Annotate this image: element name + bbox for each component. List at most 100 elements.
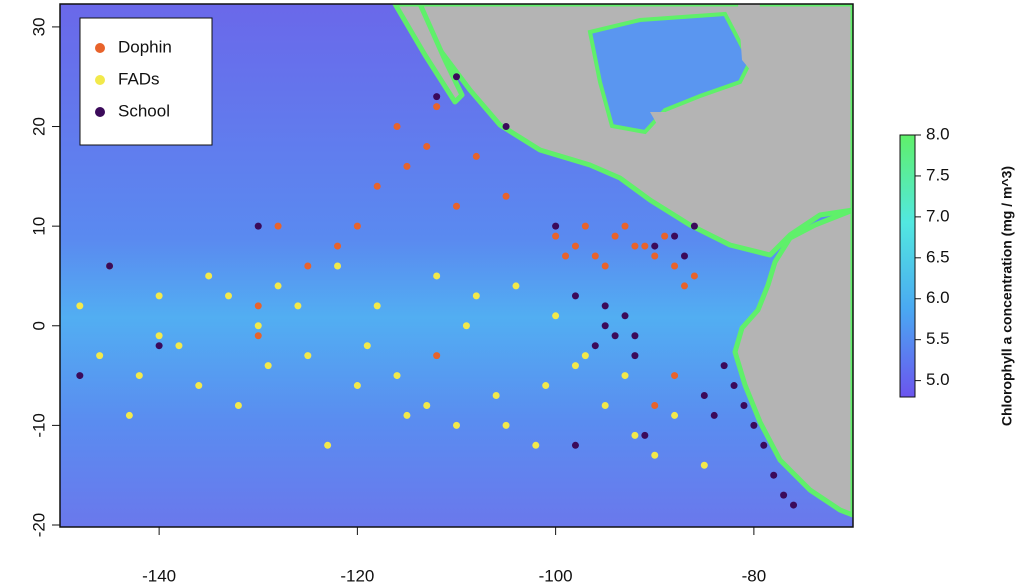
point xyxy=(730,382,738,390)
point xyxy=(502,421,510,429)
point xyxy=(690,222,698,230)
point xyxy=(472,152,480,160)
point xyxy=(453,202,460,210)
point xyxy=(373,302,381,310)
point xyxy=(680,282,688,290)
point xyxy=(472,292,480,300)
point xyxy=(571,441,579,449)
point xyxy=(700,461,708,469)
point xyxy=(671,372,679,380)
point xyxy=(611,332,619,340)
point xyxy=(502,192,510,200)
legend-label: FADs xyxy=(118,69,160,88)
y-tick-label: -10 xyxy=(29,413,48,438)
point xyxy=(492,392,500,400)
point xyxy=(700,392,708,400)
point xyxy=(591,342,599,350)
point xyxy=(264,362,272,370)
colorbar xyxy=(899,134,916,398)
point xyxy=(621,312,629,320)
point xyxy=(254,302,262,310)
point xyxy=(155,292,163,300)
point xyxy=(690,272,698,280)
point xyxy=(621,372,629,380)
point xyxy=(581,352,589,360)
colorbar-tick-label: 6.5 xyxy=(926,247,950,266)
point xyxy=(671,262,679,270)
point xyxy=(334,242,342,250)
x-tick-label: -80 xyxy=(742,566,767,585)
south-america xyxy=(732,207,853,518)
point xyxy=(423,401,431,409)
point xyxy=(393,372,401,380)
point xyxy=(96,352,104,360)
x-tick-label: -140 xyxy=(142,566,176,585)
point xyxy=(502,123,510,131)
point xyxy=(710,411,718,419)
point xyxy=(324,441,332,449)
legend-marker xyxy=(95,75,105,85)
point xyxy=(532,441,540,449)
point xyxy=(353,382,361,390)
point xyxy=(581,222,589,230)
point xyxy=(373,182,381,190)
point xyxy=(571,242,579,250)
point xyxy=(234,401,242,409)
point xyxy=(651,401,659,409)
point xyxy=(651,252,659,260)
point xyxy=(423,142,431,150)
point xyxy=(205,272,213,280)
point xyxy=(225,292,233,300)
colorbar-tick-label: 7.5 xyxy=(926,165,950,184)
point xyxy=(453,421,460,429)
point xyxy=(274,282,282,290)
point xyxy=(601,262,609,270)
colorbar-tick-label: 7.0 xyxy=(926,206,950,225)
point xyxy=(453,73,460,81)
point xyxy=(671,411,679,419)
legend-marker xyxy=(95,107,105,117)
point xyxy=(601,322,609,330)
point xyxy=(680,252,688,260)
point xyxy=(641,242,649,250)
point xyxy=(631,431,639,439)
point xyxy=(790,501,798,509)
point xyxy=(760,441,768,449)
x-tick-label: -120 xyxy=(340,566,374,585)
point xyxy=(462,322,470,330)
point xyxy=(433,272,441,280)
point xyxy=(512,282,520,290)
point xyxy=(552,232,560,240)
point xyxy=(195,382,203,390)
point xyxy=(631,242,639,250)
point xyxy=(552,222,560,230)
point xyxy=(542,382,550,390)
point xyxy=(254,222,262,230)
point xyxy=(591,252,599,260)
point xyxy=(363,342,371,350)
point xyxy=(651,451,659,459)
point xyxy=(631,352,639,360)
point xyxy=(562,252,570,260)
legend-label: Dophin xyxy=(118,37,172,56)
point xyxy=(641,431,649,439)
y-tick-label: 0 xyxy=(29,321,48,330)
y-tick-label: 20 xyxy=(29,117,48,136)
point xyxy=(393,123,401,131)
point xyxy=(106,262,114,270)
point xyxy=(294,302,302,310)
point xyxy=(671,232,679,240)
baja xyxy=(392,4,465,105)
points xyxy=(76,73,798,509)
florida xyxy=(738,4,760,72)
gulf-of-mexico xyxy=(587,11,753,135)
point xyxy=(571,292,579,300)
point xyxy=(601,302,609,310)
colorbar-tick-label: 5.5 xyxy=(926,329,950,348)
legend-label: School xyxy=(118,101,170,120)
point xyxy=(661,232,669,240)
point xyxy=(254,322,262,330)
point xyxy=(403,411,411,419)
point xyxy=(740,401,748,409)
